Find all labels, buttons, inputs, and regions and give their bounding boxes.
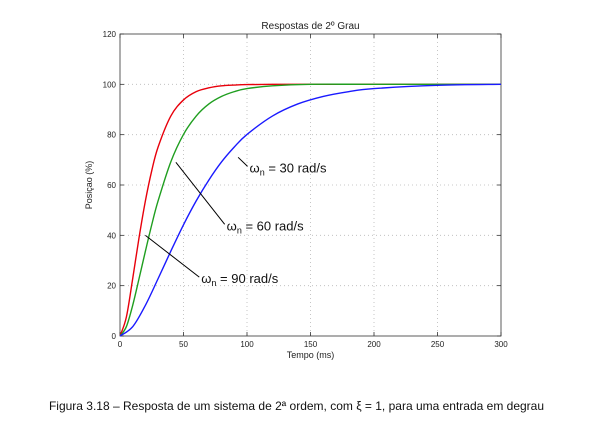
x-tick-label: 50 [179, 340, 188, 349]
x-axis-label: Tempo (ms) [287, 350, 335, 360]
axes: 0 50 100 150 200 250 300 0 20 40 60 80 100 120 [103, 30, 509, 349]
y-tick-label: 80 [107, 131, 116, 140]
x-tick-label: 200 [367, 340, 381, 349]
y-tick-label: 40 [107, 231, 116, 240]
annotations: ωn = 30 rad/s ωn = 60 rad/s ωn = 90 rad/s [145, 156, 327, 288]
y-tick-label: 0 [112, 332, 117, 341]
annotation-label-wn-60: ωn = 60 rad/s [227, 218, 304, 235]
chart-title: Respostas de 2º Grau [261, 21, 359, 32]
annotation-label-wn-90: ωn = 90 rad/s [201, 271, 278, 288]
series-lines [119, 83, 502, 337]
chart: 0 50 100 150 200 250 300 0 20 40 60 80 100 120 ωn = 3… [84, 21, 509, 360]
annotation-leader-line [145, 234, 200, 278]
x-tick-label: 250 [431, 340, 445, 349]
series-line-wn-30 [119, 83, 502, 337]
y-tick-label: 120 [103, 30, 117, 39]
y-axis-label: Posiçao (%) [84, 161, 94, 210]
figure-caption: Figura 3.18 – Resposta de um sistema de … [48, 399, 545, 413]
x-tick-label: 150 [304, 340, 318, 349]
y-tick-label: 100 [103, 80, 117, 89]
x-tick-label: 0 [118, 340, 123, 349]
annotation-leader-line [175, 162, 226, 225]
y-tick-label: 20 [107, 282, 116, 291]
y-tick-label: 60 [107, 181, 116, 190]
grid [120, 34, 501, 336]
annotation-leader-line [237, 156, 248, 167]
x-tick-label: 100 [240, 340, 254, 349]
series-line-wn-60 [119, 83, 501, 337]
annotation-label-wn-30: ωn = 30 rad/s [250, 160, 327, 177]
x-tick-label: 300 [494, 340, 508, 349]
